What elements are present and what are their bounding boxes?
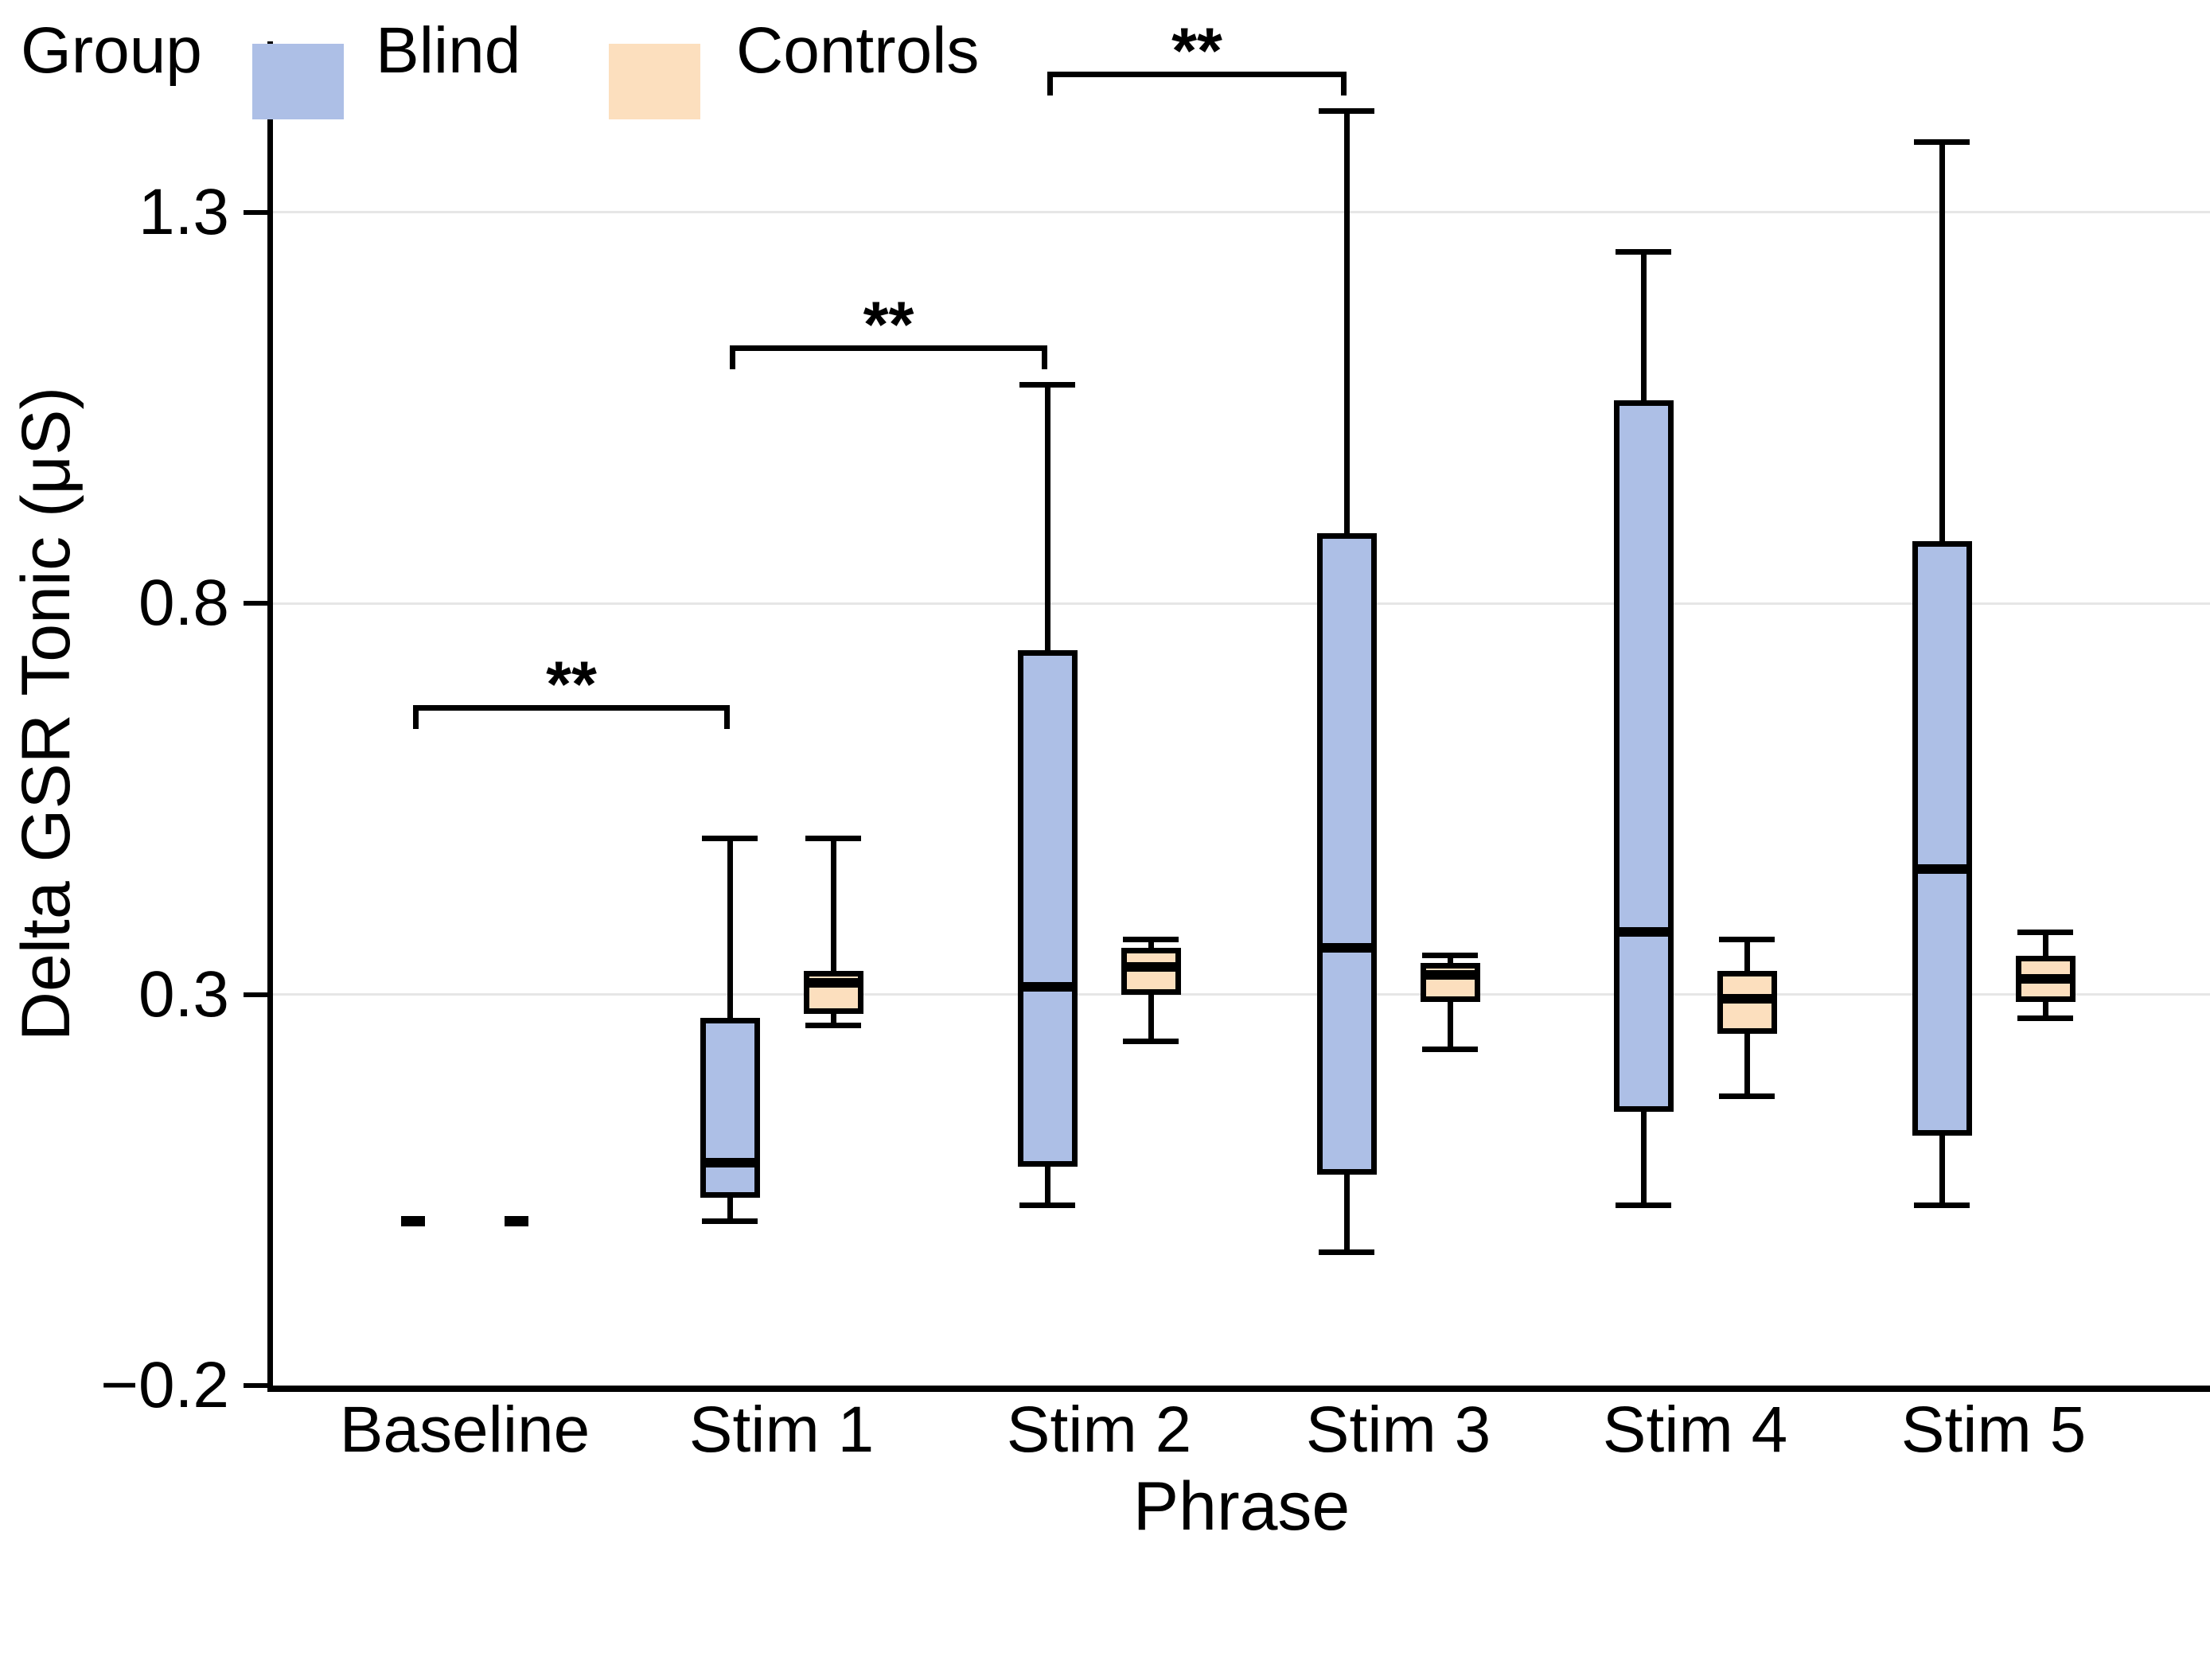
- whisker-cap-high-blind-stim-3: [1319, 107, 1374, 114]
- whisker-cap-high-blind-stim-5: [1914, 139, 1970, 145]
- box-iqr-controls-stim-3: [1420, 963, 1480, 1003]
- x-tick-label-stim-1: Stim 1: [688, 1394, 875, 1466]
- median-line-blind-stim-1: [700, 1157, 760, 1167]
- y-tick-mark-1.3: [244, 209, 269, 215]
- whisker-cap-low-controls-stim-4: [1719, 1093, 1775, 1099]
- whisker-cap-high-blind-stim-4: [1616, 248, 1671, 255]
- gridline-0.8: [273, 602, 2210, 605]
- legend-swatch-controls: [609, 44, 700, 119]
- box-iqr-blind-stim-3: [1316, 532, 1377, 1175]
- whisker-cap-high-controls-stim-1: [805, 835, 861, 841]
- whisker-cap-high-controls-stim-5: [2017, 929, 2073, 935]
- y-tick-label-0.8: 0.8: [138, 567, 229, 640]
- whisker-cap-high-controls-stim-4: [1719, 937, 1775, 943]
- y-axis-spine: [267, 41, 273, 1390]
- box-iqr-blind-stim-2: [1017, 650, 1078, 1167]
- sig-bracket-stim-2-to-stim-3: [1047, 72, 1347, 96]
- whisker-cap-low-blind-stim-5: [1914, 1203, 1970, 1209]
- x-tick-label-stim-5: Stim 5: [1900, 1394, 2087, 1466]
- whisker-cap-low-blind-stim-4: [1616, 1203, 1671, 1209]
- median-line-blind-stim-3: [1316, 942, 1377, 953]
- y-tick-label-1.3: 1.3: [138, 175, 229, 248]
- median-dash-blind-baseline: [401, 1216, 425, 1227]
- whisker-cap-low-controls-stim-5: [2017, 1015, 2073, 1021]
- whisker-cap-low-blind-stim-1: [702, 1218, 758, 1225]
- x-tick-label-stim-2: Stim 2: [1006, 1394, 1192, 1466]
- x-axis-line: [267, 1386, 2210, 1392]
- x-tick-label-baseline: Baseline: [339, 1394, 591, 1466]
- gridline-0.3: [273, 993, 2210, 996]
- median-line-blind-stim-2: [1017, 981, 1078, 992]
- box-iqr-blind-stim-1: [700, 1018, 760, 1199]
- y-tick-mark--0.2: [244, 1383, 269, 1388]
- median-line-controls-stim-2: [1121, 962, 1181, 973]
- median-line-controls-stim-3: [1420, 970, 1480, 980]
- median-line-controls-stim-4: [1717, 993, 1777, 1004]
- y-tick-mark-0.3: [244, 992, 269, 997]
- whisker-line-controls-stim-1: [830, 838, 836, 1026]
- whisker-cap-high-controls-stim-3: [1422, 953, 1478, 958]
- box-iqr-controls-stim-1: [803, 971, 863, 1015]
- box-iqr-blind-stim-5: [1912, 540, 1972, 1136]
- median-line-blind-stim-5: [1912, 864, 1972, 875]
- sig-label-stim-1-to-stim-2: **: [863, 289, 914, 361]
- whisker-cap-low-controls-stim-3: [1422, 1046, 1478, 1052]
- gridline-1.3: [273, 211, 2210, 214]
- whisker-cap-low-blind-stim-2: [1019, 1203, 1075, 1209]
- whisker-cap-high-blind-stim-2: [1019, 381, 1075, 388]
- sig-label-stim-2-to-stim-3: **: [1171, 15, 1222, 88]
- legend: Group Blind Controls: [0, 0, 2210, 144]
- sig-bracket-stim-1-to-stim-2: [730, 345, 1047, 369]
- y-tick-mark-0.8: [244, 601, 269, 606]
- x-tick-label-stim-3: Stim 3: [1305, 1394, 1491, 1466]
- legend-title: Group: [21, 14, 202, 87]
- median-line-blind-stim-4: [1613, 927, 1674, 937]
- median-line-controls-stim-1: [803, 977, 863, 988]
- whisker-cap-high-controls-stim-2: [1123, 937, 1179, 943]
- whisker-cap-high-blind-stim-1: [702, 835, 758, 841]
- median-line-controls-stim-5: [2015, 973, 2076, 984]
- legend-label-controls: Controls: [736, 14, 980, 87]
- legend-swatch-blind: [252, 44, 344, 119]
- whisker-cap-low-controls-stim-2: [1123, 1039, 1179, 1045]
- y-tick-label-0.3: 0.3: [138, 957, 229, 1031]
- sig-label-baseline-to-stim-1: **: [546, 649, 597, 722]
- y-axis-title: Delta GSR Tonic (μS): [8, 386, 84, 1042]
- legend-label-blind: Blind: [376, 14, 521, 87]
- box-iqr-blind-stim-4: [1613, 400, 1674, 1113]
- median-dash-controls-baseline: [505, 1216, 528, 1227]
- x-axis-title: Phrase: [1132, 1468, 1351, 1545]
- sig-bracket-baseline-to-stim-1: [413, 705, 730, 730]
- whisker-line-controls-stim-3: [1447, 955, 1453, 1050]
- whisker-cap-low-blind-stim-3: [1319, 1249, 1374, 1256]
- x-tick-label-stim-4: Stim 4: [1602, 1394, 1788, 1466]
- y-tick-label--0.2: −0.2: [100, 1349, 229, 1421]
- whisker-cap-low-controls-stim-1: [805, 1023, 861, 1029]
